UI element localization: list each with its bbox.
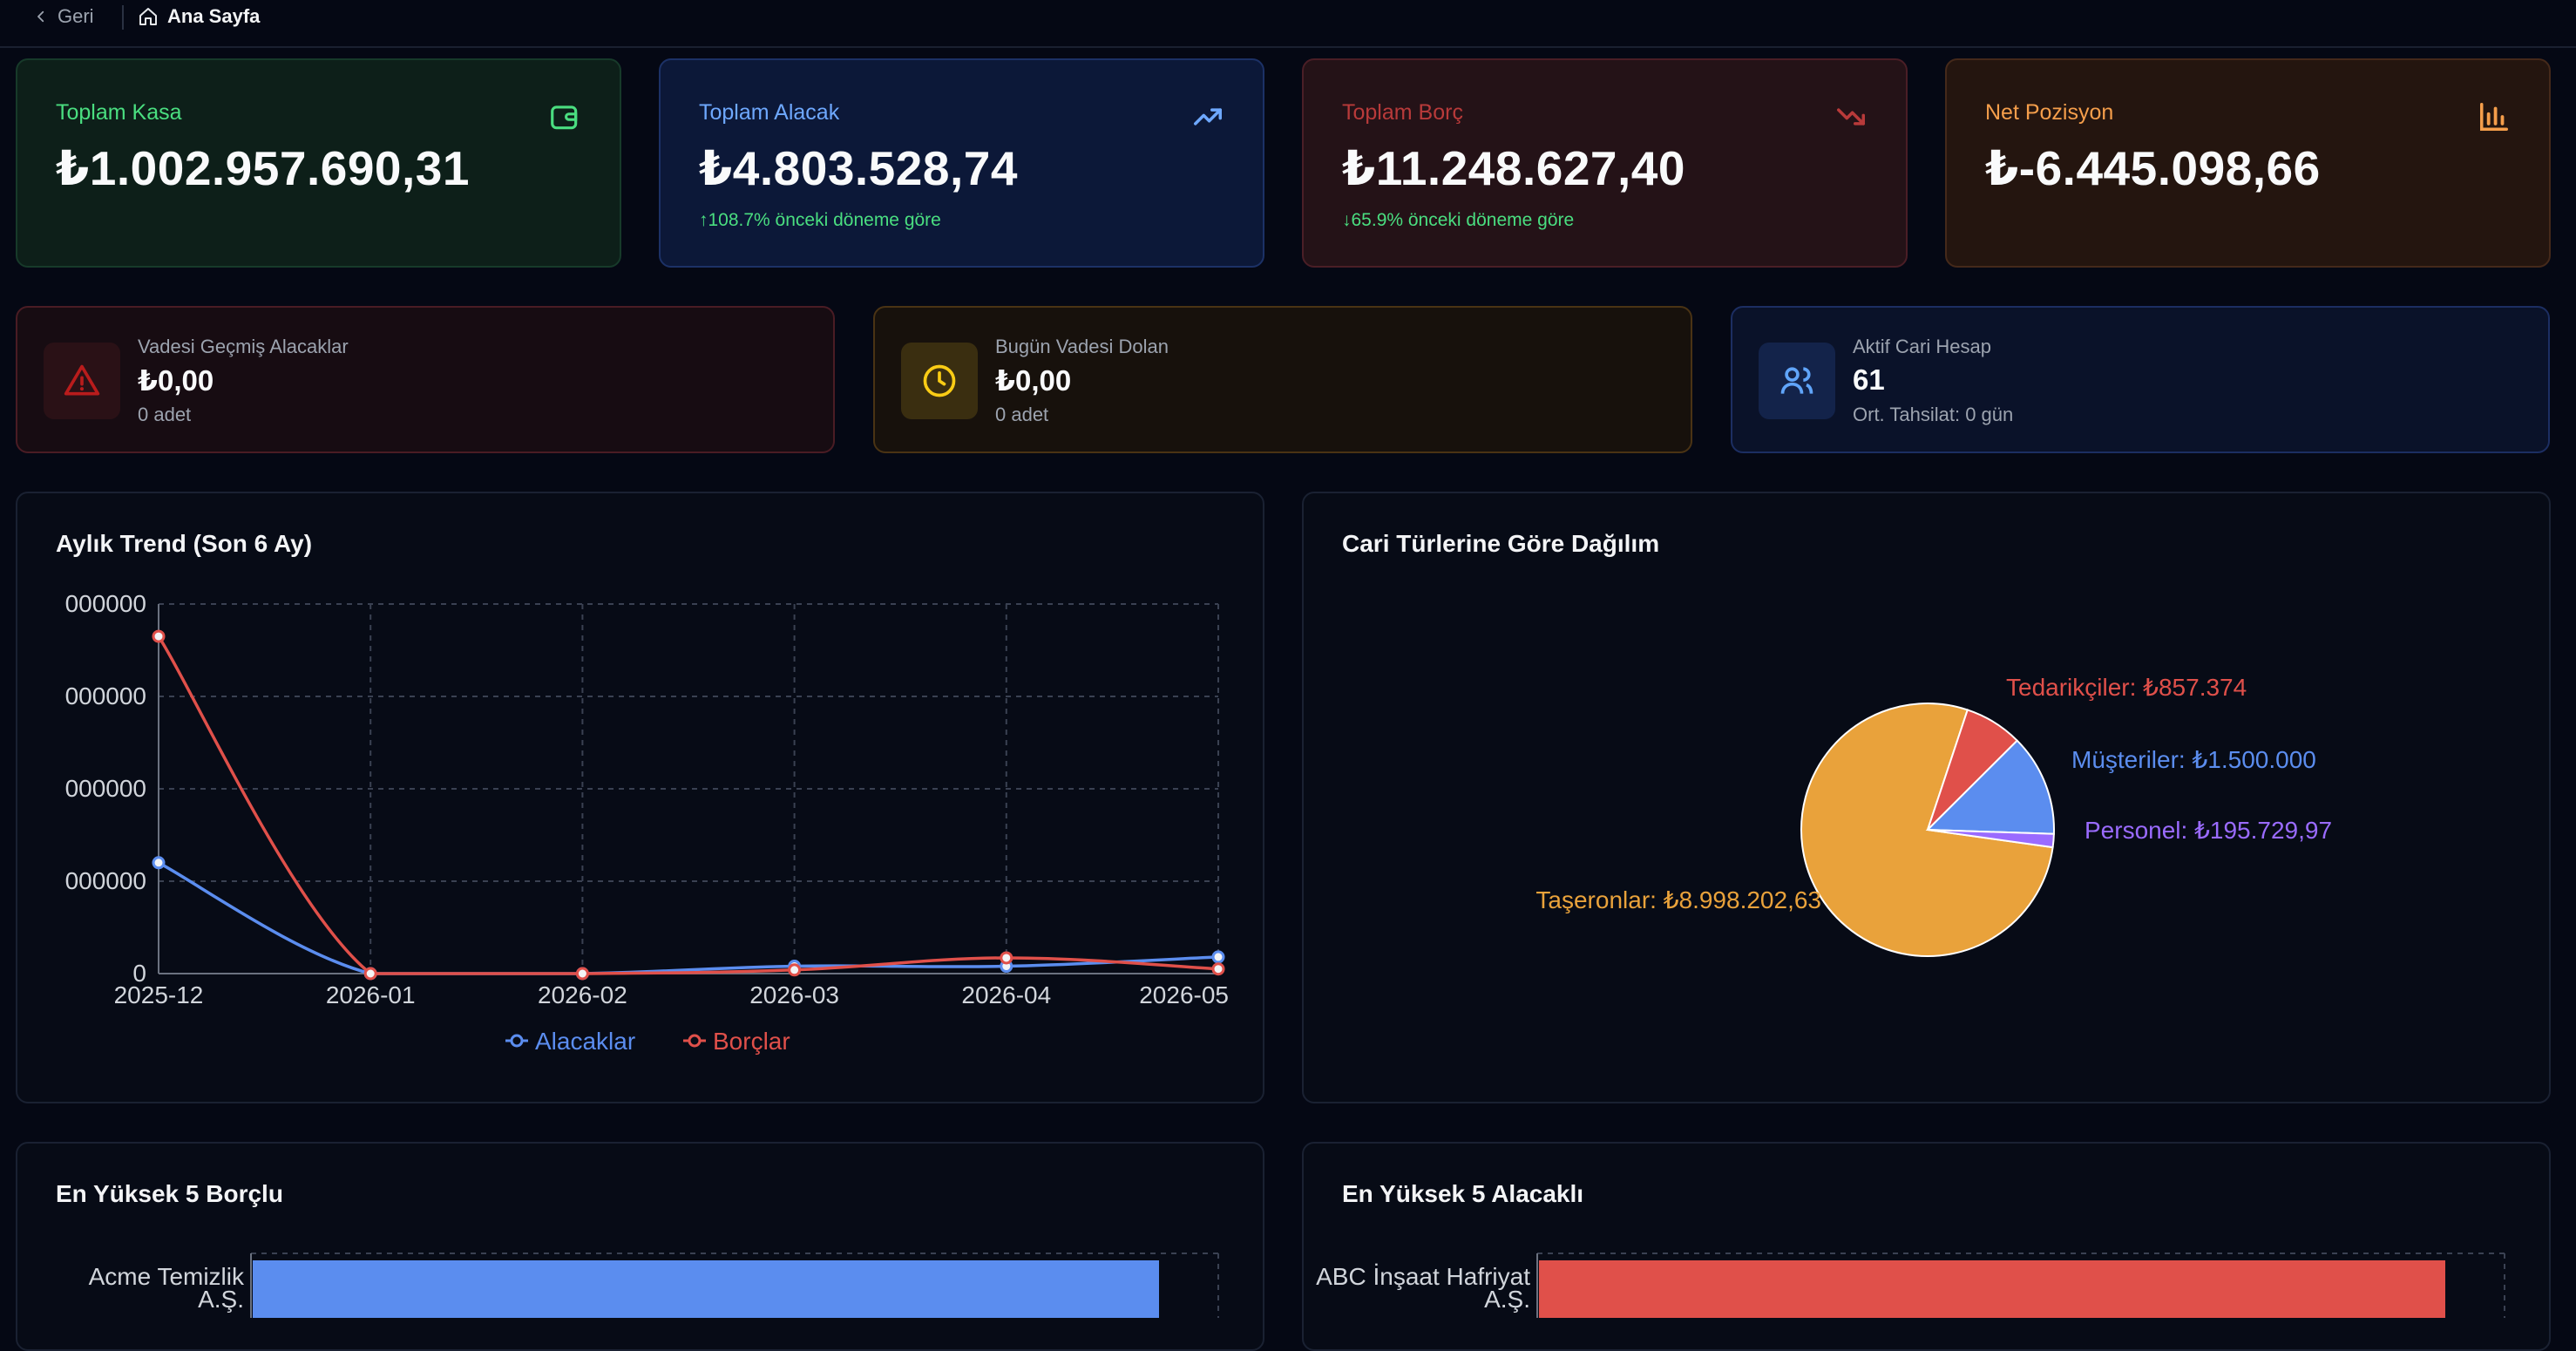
top-creditors-panel: En Yüksek 5 Alacaklı ABC İnşaat Hafriyat… <box>1302 1142 2551 1351</box>
card-label: Toplam Kasa <box>56 100 182 125</box>
panel-title: Cari Türlerine Göre Dağılım <box>1342 530 1660 557</box>
icon-box <box>44 343 120 419</box>
x-tick-label: 2026-05 <box>1139 981 1229 1008</box>
pie-label: Tedarikçiler: ₺857.374 <box>2006 674 2247 701</box>
y-tick-label: 0 <box>132 960 146 987</box>
distribution-panel: Cari Türlerine Göre Dağılım Taşeronlar: … <box>1302 492 2551 1103</box>
bar[interactable] <box>253 1260 1159 1318</box>
data-point[interactable] <box>788 963 802 977</box>
trending-down-icon <box>1837 108 1865 126</box>
y-tick-label: 000000 <box>65 682 146 709</box>
home-label: Ana Sayfa <box>167 5 261 27</box>
home-icon <box>139 8 157 25</box>
legend-item-borçlar[interactable]: Borçlar <box>683 1028 790 1055</box>
x-tick-label: 2026-04 <box>961 981 1051 1008</box>
panel-title: Aylık Trend (Son 6 Ay) <box>56 530 313 557</box>
active-accounts-card: Aktif Cari Hesap 61 Ort. Tahsilat: 0 gün <box>1731 306 2550 453</box>
data-point[interactable] <box>363 967 377 981</box>
category-label: ABC İnşaat Hafriyat <box>1316 1263 1530 1290</box>
alert-sub: 0 adet <box>995 404 1049 425</box>
category-label: Acme Temizlik <box>89 1263 245 1290</box>
alert-value: 61 <box>1853 363 1885 396</box>
alert-title: Vadesi Geçmiş Alacaklar <box>138 336 349 357</box>
total-cash-card: Toplam Kasa ₺1.002.957.690,31 <box>16 58 621 268</box>
legend-label: Borçlar <box>713 1028 790 1055</box>
y-tick-label: 000000 <box>65 590 146 617</box>
card-value: ₺11.248.627,40 <box>1342 141 1685 195</box>
data-point[interactable] <box>575 967 589 981</box>
data-point[interactable] <box>152 629 166 643</box>
panel-title: En Yüksek 5 Borçlu <box>56 1180 283 1207</box>
series-line-borçlar <box>157 635 1219 975</box>
top-bar <box>0 0 2576 48</box>
alert-sub: 0 adet <box>138 404 192 425</box>
x-tick-label: 2026-01 <box>326 981 416 1008</box>
data-point[interactable] <box>1211 962 1225 976</box>
total-debt-card: Toplam Borç ₺11.248.627,40 ↓65.9% önceki… <box>1302 58 1908 268</box>
alert-title: Aktif Cari Hesap <box>1853 336 1991 357</box>
card-value: ₺4.803.528,74 <box>699 141 1018 195</box>
category-label-continued: A.Ş. <box>198 1286 244 1313</box>
monthly-trend-panel: Aylık Trend (Son 6 Ay) 000000 000000 00000… <box>16 492 1264 1103</box>
warning-triangle-icon <box>64 364 100 396</box>
data-point[interactable] <box>152 856 166 870</box>
x-tick-label: 2025-12 <box>114 981 204 1008</box>
bar-chart-icon <box>2480 103 2508 131</box>
data-point[interactable] <box>1000 951 1013 965</box>
series-line-alacaklar <box>158 861 1219 975</box>
y-tick-label: 000000 <box>65 867 146 894</box>
legend-label: Alacaklar <box>535 1028 635 1055</box>
category-label-continued: A.Ş. <box>1484 1286 1530 1313</box>
total-receivable-card: Toplam Alacak ₺4.803.528,74 ↑108.7% önce… <box>659 58 1264 268</box>
chevron-left-icon <box>37 10 44 23</box>
home-link[interactable]: Ana Sayfa <box>138 2 260 31</box>
top-debtors-panel: En Yüksek 5 Borçlu Acme Temizlik A.Ş. <box>16 1142 1264 1351</box>
x-tick-label: 2026-02 <box>538 981 627 1008</box>
change-text: ↑108.7% önceki döneme göre <box>699 210 941 230</box>
due-today-card: Bugün Vadesi Dolan ₺0,00 0 adet <box>873 306 1692 453</box>
x-tick-label: 2026-03 <box>749 981 839 1008</box>
users-icon <box>1780 367 1813 394</box>
card-label: Net Pozisyon <box>1985 100 2114 125</box>
clock-icon <box>923 364 956 397</box>
pie-slice[interactable] <box>1925 739 2055 835</box>
pie-chart: Taşeronlar: ₺8.998.202,63 Tedarikçiler: ₺… <box>1535 674 2332 957</box>
card-label: Toplam Borç <box>1342 100 1463 125</box>
wallet-icon <box>551 105 578 130</box>
pie-label: Personel: ₺195.729,97 <box>2085 817 2332 844</box>
panel-title: En Yüksek 5 Alacaklı <box>1342 1180 1584 1207</box>
alert-sub: Ort. Tahsilat: 0 gün <box>1853 404 2014 425</box>
pie-label: Taşeronlar: ₺8.998.202,63 <box>1535 886 1821 913</box>
alert-value: ₺0,00 <box>995 364 1072 397</box>
y-tick-label: 000000 <box>65 775 146 802</box>
card-value: ₺-6.445.098,66 <box>1985 141 2321 195</box>
back-label: Geri <box>58 5 94 27</box>
icon-box <box>901 343 978 419</box>
net-position-card: Net Pozisyon ₺-6.445.098,66 <box>1945 58 2551 268</box>
pie-label: Müşteriler: ₺1.500.000 <box>2071 746 2316 773</box>
back-button[interactable]: Geri <box>33 2 94 31</box>
trending-up-icon <box>1194 108 1222 126</box>
nav-divider <box>122 5 124 30</box>
card-label: Toplam Alacak <box>699 100 840 125</box>
pie-slice[interactable] <box>1927 829 2055 849</box>
data-point[interactable] <box>1211 950 1225 964</box>
overdue-receivables-card: Vadesi Geçmiş Alacaklar ₺0,00 0 adet <box>16 306 835 453</box>
alert-title: Bugün Vadesi Dolan <box>995 336 1169 357</box>
alert-value: ₺0,00 <box>138 364 214 397</box>
bar[interactable] <box>1539 1260 2445 1318</box>
change-text: ↓65.9% önceki döneme göre <box>1342 210 1575 230</box>
card-value: ₺1.002.957.690,31 <box>56 141 470 195</box>
icon-box <box>1759 343 1835 419</box>
legend-item-alacaklar[interactable]: Alacaklar <box>505 1028 635 1055</box>
